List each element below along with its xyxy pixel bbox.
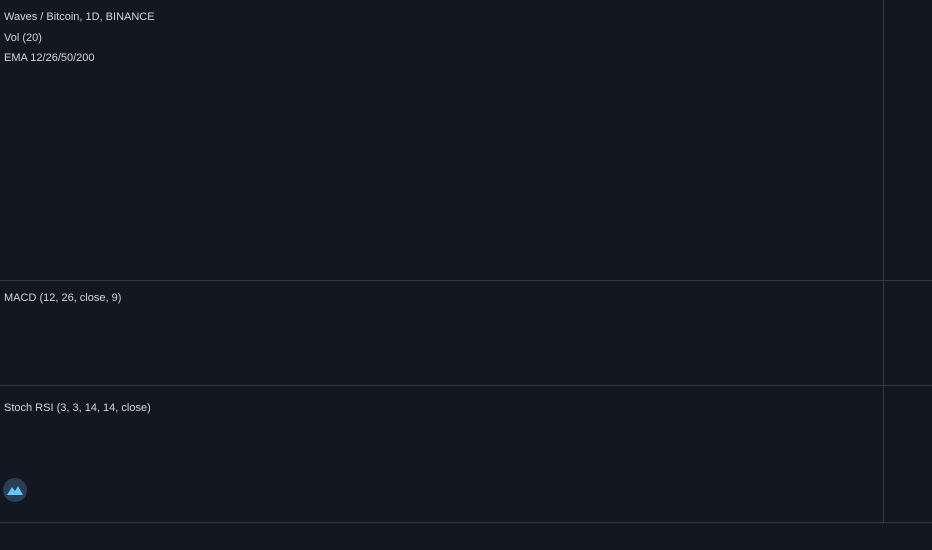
indicator-label: Vol (20): [4, 32, 42, 44]
chart-title: Waves / Bitcoin, 1D, BINANCE: [4, 11, 155, 23]
indicator-label: Stoch RSI (3, 3, 14, 14, close): [4, 402, 151, 414]
logo: [3, 478, 27, 502]
indicator-label: MACD (12, 26, close, 9): [4, 292, 121, 304]
indicator-label: EMA 12/26/50/200: [4, 52, 95, 64]
